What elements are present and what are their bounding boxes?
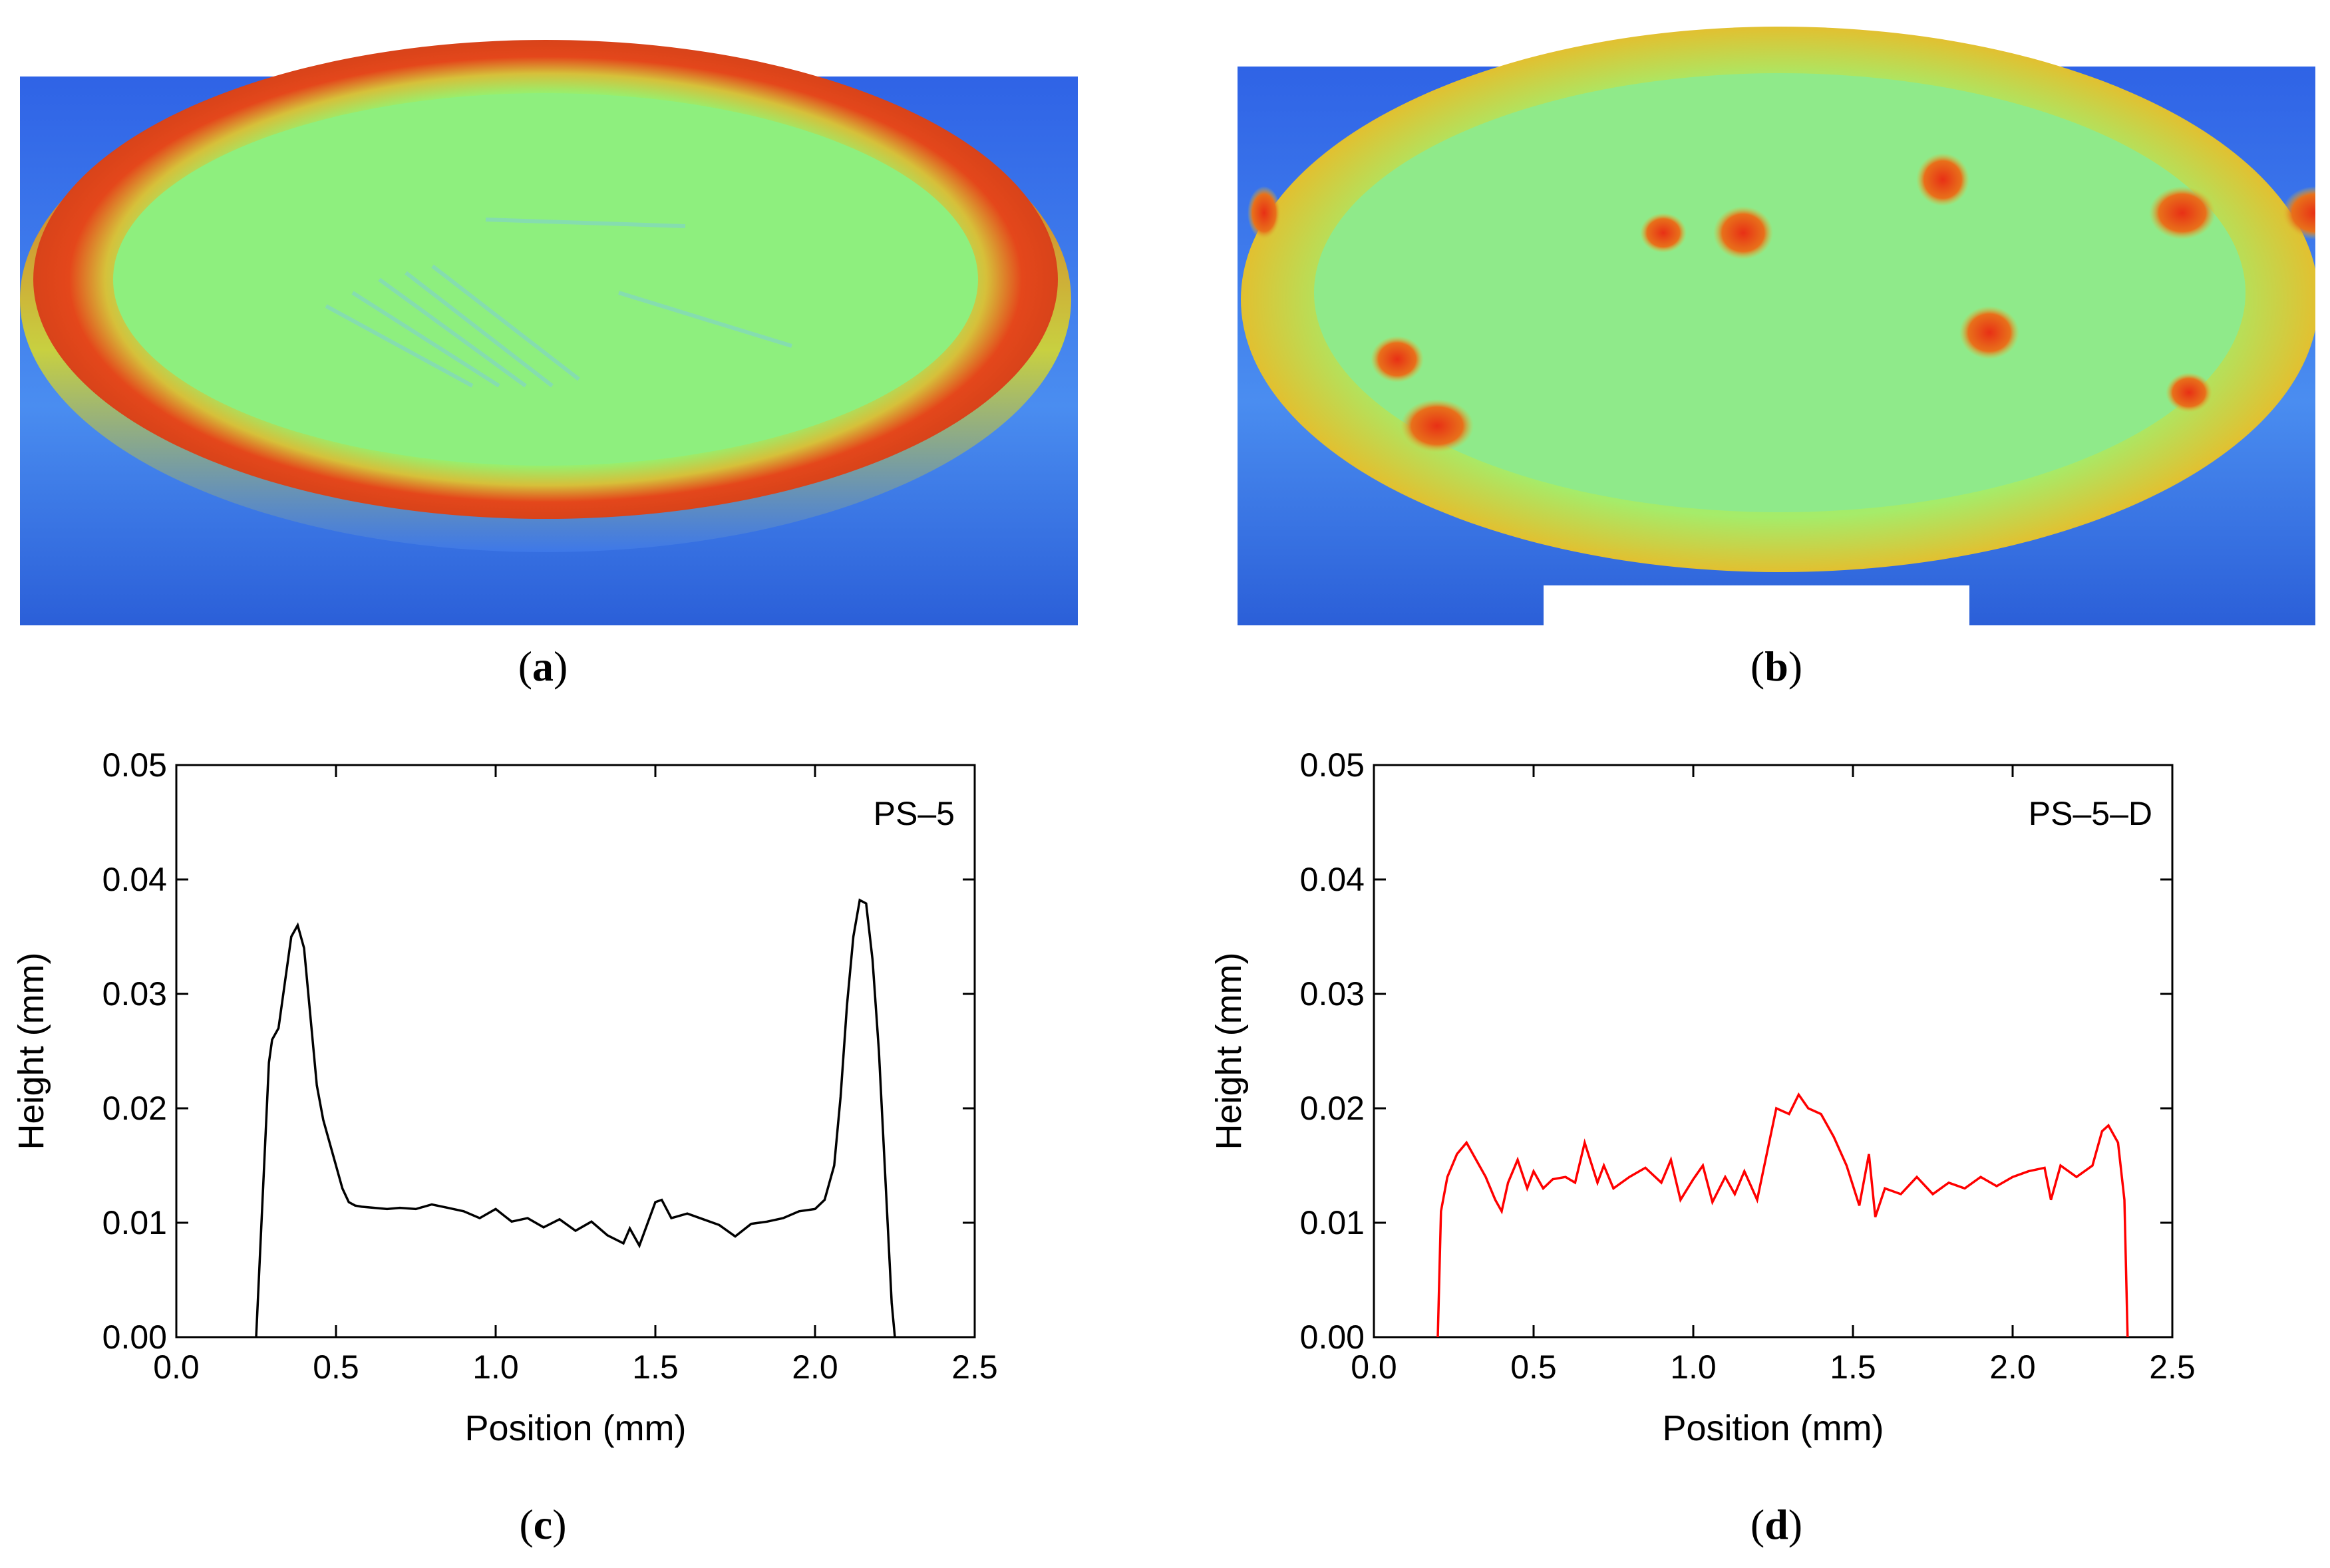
caption-d: (d) [1750,1501,1803,1548]
y-tick-label: 0.05 [1300,746,1365,784]
x-tick-label: 1.0 [472,1348,519,1386]
deposit-inner-plateau [113,93,978,466]
x-tick-label: 2.0 [792,1348,838,1386]
x-tick-label: 0.5 [313,1348,359,1386]
y-axis-label: Height (mm) [1209,952,1249,1150]
y-tick-label: 0.01 [1300,1204,1365,1241]
caption-b: (b) [1750,643,1803,690]
x-axis-label: Position (mm) [464,1408,686,1448]
x-axis-label: Position (mm) [1662,1408,1884,1448]
series-line [255,898,896,1338]
surface-plot-b [1238,27,2315,625]
surface-plot-a [20,40,1078,625]
x-tick-label: 2.5 [2149,1348,2196,1386]
x-tick-label: 2.5 [951,1348,998,1386]
x-tick-label: 0.5 [1510,1348,1557,1386]
y-tick-label: 0.04 [1300,861,1365,898]
y-tick-label: 0.01 [102,1204,167,1241]
y-tick-label: 0.02 [1300,1090,1365,1127]
x-tick-label: 2.0 [1989,1348,2036,1386]
height-profile-chart-d: 0.0 0.5 1.0 1.5 2.0 2.5 0.00 0.01 0.02 0.03 0.04 0.… [1209,746,2196,1448]
x-tick-label: 0.0 [153,1348,200,1386]
surface-texture-streaks [325,218,792,388]
series-line [1436,1092,2129,1338]
x-tick-label: 1.5 [1830,1348,1876,1386]
y-tick-label: 0.05 [102,746,167,784]
x-tick-label: 1.0 [1670,1348,1717,1386]
y-tick-label: 0.00 [1300,1319,1365,1356]
legend-label: PS–5 [874,795,955,832]
height-profile-chart-c: 0.0 0.5 1.0 1.5 2.0 2.5 0.00 0.01 0.02 0.03 0.04 0.… [11,746,998,1448]
y-tick-label: 0.03 [1300,975,1365,1013]
x-tick-label: 0.0 [1351,1348,1397,1386]
caption-c: (c) [519,1501,567,1548]
substrate-gap [1544,585,1969,625]
plot-frame [175,764,976,1338]
y-axis-label: Height (mm) [11,952,51,1150]
caption-a: (a) [518,643,568,690]
legend-label: PS–5–D [2029,795,2152,832]
deposit-inner-plateau [1314,73,2246,512]
y-tick-label: 0.00 [102,1319,167,1356]
y-tick-label: 0.04 [102,861,167,898]
plot-frame [1373,764,2174,1338]
x-tick-label: 1.5 [632,1348,679,1386]
surface-peaks [1248,153,2315,452]
y-tick-label: 0.03 [102,975,167,1013]
y-tick-label: 0.02 [102,1090,167,1127]
